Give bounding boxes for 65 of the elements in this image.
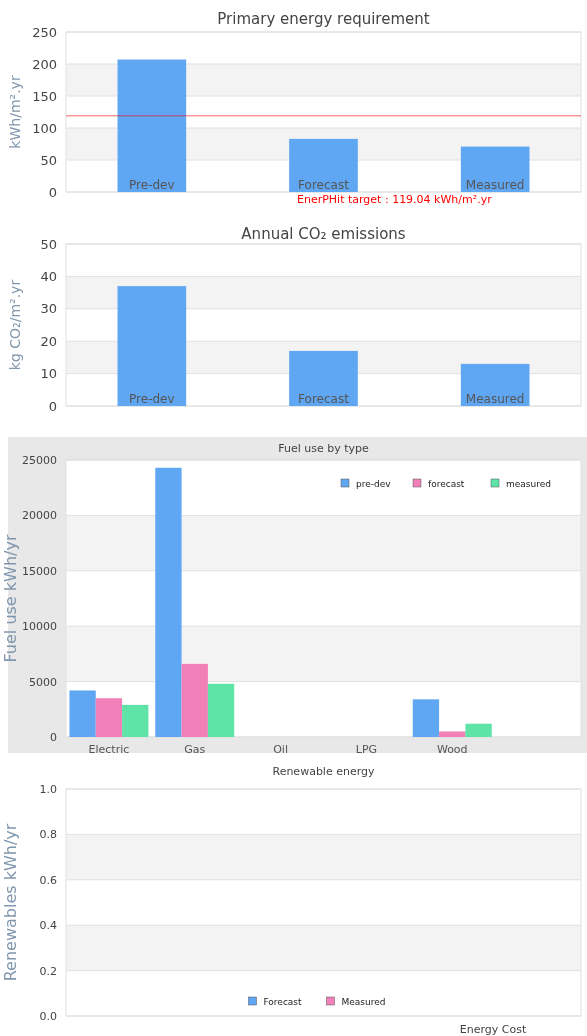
text: Energy Cost [459,1023,527,1036]
chart-title: Renewable energy [272,765,375,778]
y-tick-label: 250 [32,24,57,40]
bar [117,59,187,192]
legend-label: Forecast [263,997,303,1007]
y-tick-label: 5000 [29,675,57,689]
y-tick-label: 0 [48,398,57,414]
bar [207,683,235,737]
y-tick-label: 150 [32,88,57,104]
y-tick-label: 0 [50,731,57,745]
x-tick-label: Gas [184,743,206,756]
y-tick-label: 25000 [22,454,57,468]
legend-label: Measured [341,997,386,1007]
y-tick-label: 0.2 [39,964,57,978]
bar [460,146,530,192]
chart-title: Primary energy requirement [217,10,430,28]
y-tick-label: 10 [40,366,57,382]
y-tick-label: 0.8 [39,828,57,842]
y-tick-label: 0 [48,184,57,200]
y-tick-label: 20000 [22,509,57,523]
y-tick-label: 100 [32,120,57,136]
x-tick-label: Wood [436,743,468,756]
bar [181,663,208,737]
y-tick-label: 50 [40,236,57,252]
bar [155,467,182,737]
y-tick-label: 0.0 [39,1010,57,1024]
y-tick-label: 40 [40,269,57,285]
y-tick-label: 10000 [22,620,57,634]
x-tick-label: Pre-dev [129,392,175,406]
y-tick-label: 15000 [22,564,57,578]
bar [95,698,123,737]
chart-title: Fuel use by type [278,442,369,455]
y-tick-label: 30 [40,301,57,317]
x-tick-label: Forecast [298,178,350,192]
chart-title: Annual CO₂ emissions [241,225,406,243]
x-tick-label: Pre-dev [129,178,175,192]
x-tick-label: Forecast [298,392,350,406]
y-tick-label: 0.6 [39,873,57,887]
y-tick-label: 200 [32,56,57,72]
bar [117,286,187,406]
bar [289,138,358,192]
y-axis-title: Renewables kWh/yr [1,823,20,982]
y-tick-label: 0.4 [39,919,57,933]
y-axis-title: kg CO₂/m².yr [7,279,23,371]
bar [439,731,466,737]
bar [460,363,530,406]
legend-label: measured [506,479,551,489]
legend-label: pre-dev [356,479,392,489]
x-tick-label: Measured [465,392,525,406]
x-tick-label: LPG [355,743,378,756]
y-tick-label: 50 [40,152,57,168]
x-tick-label: Electric [88,743,130,756]
y-axis-title: kWh/m².yr [7,75,23,149]
bar [412,699,440,737]
x-tick-label: Measured [465,178,525,192]
legend-label: forecast [428,479,465,489]
y-tick-label: 20 [40,333,57,349]
y-tick-label: 1.0 [39,783,57,797]
bar [289,350,358,406]
bar [69,690,96,737]
ref-line-label: EnerPHit target : 119.04 kWh/m².yr [297,193,493,206]
bar [465,723,492,737]
x-tick-label: Oil [273,743,288,756]
bar [122,704,149,737]
y-axis-title: Fuel use kWh/yr [1,534,20,663]
